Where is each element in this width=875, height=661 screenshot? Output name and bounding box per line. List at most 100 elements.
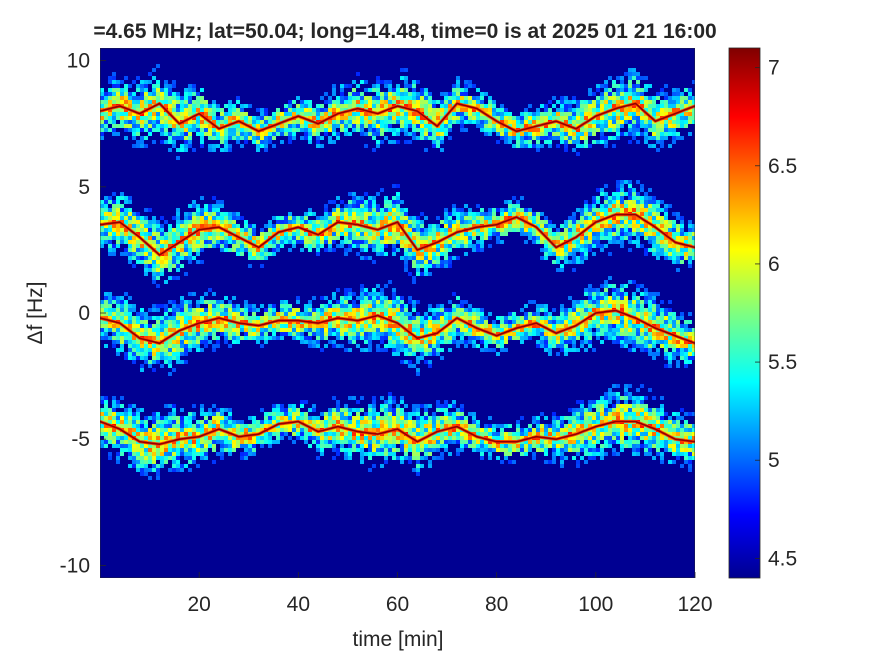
heatmap-cell <box>380 228 384 232</box>
heatmap-cell <box>512 448 516 452</box>
heatmap-cell <box>140 452 144 456</box>
heatmap-cell <box>524 452 528 456</box>
heatmap-cell <box>220 436 224 440</box>
heatmap-cell <box>164 128 168 132</box>
heatmap-cell <box>348 324 352 328</box>
heatmap-cell <box>276 216 280 220</box>
heatmap-cell <box>392 408 396 412</box>
heatmap-cell <box>368 296 372 300</box>
heatmap-cell <box>400 108 404 112</box>
heatmap-cell <box>280 220 284 224</box>
heatmap-cell <box>500 340 504 344</box>
heatmap-cell <box>104 304 108 308</box>
heatmap-cell <box>320 136 324 140</box>
heatmap-cell <box>344 96 348 100</box>
heatmap-cell <box>432 104 436 108</box>
heatmap-cell <box>400 360 404 364</box>
heatmap-cell <box>172 344 176 348</box>
heatmap-cell <box>136 464 140 468</box>
heatmap-cell <box>156 420 160 424</box>
heatmap-cell <box>404 264 408 268</box>
heatmap-cell <box>436 404 440 408</box>
heatmap-cell <box>100 332 104 336</box>
heatmap-cell <box>116 228 120 232</box>
heatmap-cell <box>528 332 532 336</box>
heatmap-cell <box>472 116 476 120</box>
heatmap-cell <box>156 424 160 428</box>
heatmap-cell <box>144 436 148 440</box>
heatmap-cell <box>352 100 356 104</box>
heatmap-cell <box>228 440 232 444</box>
heatmap-cell <box>140 352 144 356</box>
heatmap-cell <box>124 444 128 448</box>
heatmap-cell <box>464 324 468 328</box>
heatmap-cell <box>208 244 212 248</box>
heatmap-cell <box>348 296 352 300</box>
heatmap-cell <box>180 324 184 328</box>
heatmap-cell <box>124 352 128 356</box>
heatmap-cell <box>472 84 476 88</box>
heatmap-cell <box>192 432 196 436</box>
heatmap-cell <box>196 92 200 96</box>
heatmap-cell <box>244 316 248 320</box>
heatmap-cell <box>280 424 284 428</box>
heatmap-cell <box>352 436 356 440</box>
heatmap-cell <box>376 244 380 248</box>
heatmap-cell <box>464 332 468 336</box>
heatmap-cell <box>148 444 152 448</box>
heatmap-cell <box>216 308 220 312</box>
heatmap-cell <box>528 212 532 216</box>
heatmap-cell <box>412 300 416 304</box>
heatmap-cell <box>520 120 524 124</box>
heatmap-cell <box>456 224 460 228</box>
heatmap-cell <box>180 256 184 260</box>
heatmap-cell <box>388 404 392 408</box>
heatmap-cell <box>368 96 372 100</box>
heatmap-cell <box>124 440 128 444</box>
heatmap-cell <box>400 116 404 120</box>
heatmap-cell <box>336 324 340 328</box>
heatmap-cell <box>352 448 356 452</box>
heatmap-cell <box>532 228 536 232</box>
heatmap-cell <box>276 128 280 132</box>
heatmap-cell <box>336 228 340 232</box>
heatmap-cell <box>316 324 320 328</box>
heatmap-cell <box>532 132 536 136</box>
heatmap-cell <box>288 248 292 252</box>
heatmap-cell <box>356 416 360 420</box>
heatmap-cell <box>124 128 128 132</box>
heatmap-cell <box>480 120 484 124</box>
heatmap-cell <box>200 232 204 236</box>
heatmap-cell <box>392 300 396 304</box>
heatmap-cell <box>228 324 232 328</box>
heatmap-cell <box>424 348 428 352</box>
heatmap-cell <box>336 244 340 248</box>
heatmap-cell <box>124 116 128 120</box>
heatmap-cell <box>536 340 540 344</box>
heatmap-cell <box>200 440 204 444</box>
heatmap-cell <box>312 108 316 112</box>
heatmap-cell <box>304 428 308 432</box>
heatmap-cell <box>412 328 416 332</box>
heatmap-cell <box>244 236 248 240</box>
heatmap-cell <box>348 396 352 400</box>
heatmap-cell <box>468 308 472 312</box>
heatmap-cell <box>172 144 176 148</box>
heatmap-cell <box>188 252 192 256</box>
heatmap-cell <box>224 120 228 124</box>
heatmap-cell <box>244 308 248 312</box>
heatmap-cell <box>232 108 236 112</box>
heatmap-cell <box>452 244 456 248</box>
heatmap-cell <box>264 412 268 416</box>
heatmap-cell <box>156 240 160 244</box>
heatmap-cell <box>464 204 468 208</box>
heatmap-cell <box>108 196 112 200</box>
heatmap-cell <box>180 108 184 112</box>
heatmap-cell <box>364 420 368 424</box>
heatmap-cell <box>228 144 232 148</box>
heatmap-cell <box>128 304 132 308</box>
heatmap-cell <box>456 108 460 112</box>
heatmap-cell <box>152 220 156 224</box>
heatmap-cell <box>288 304 292 308</box>
heatmap-cell <box>408 412 412 416</box>
